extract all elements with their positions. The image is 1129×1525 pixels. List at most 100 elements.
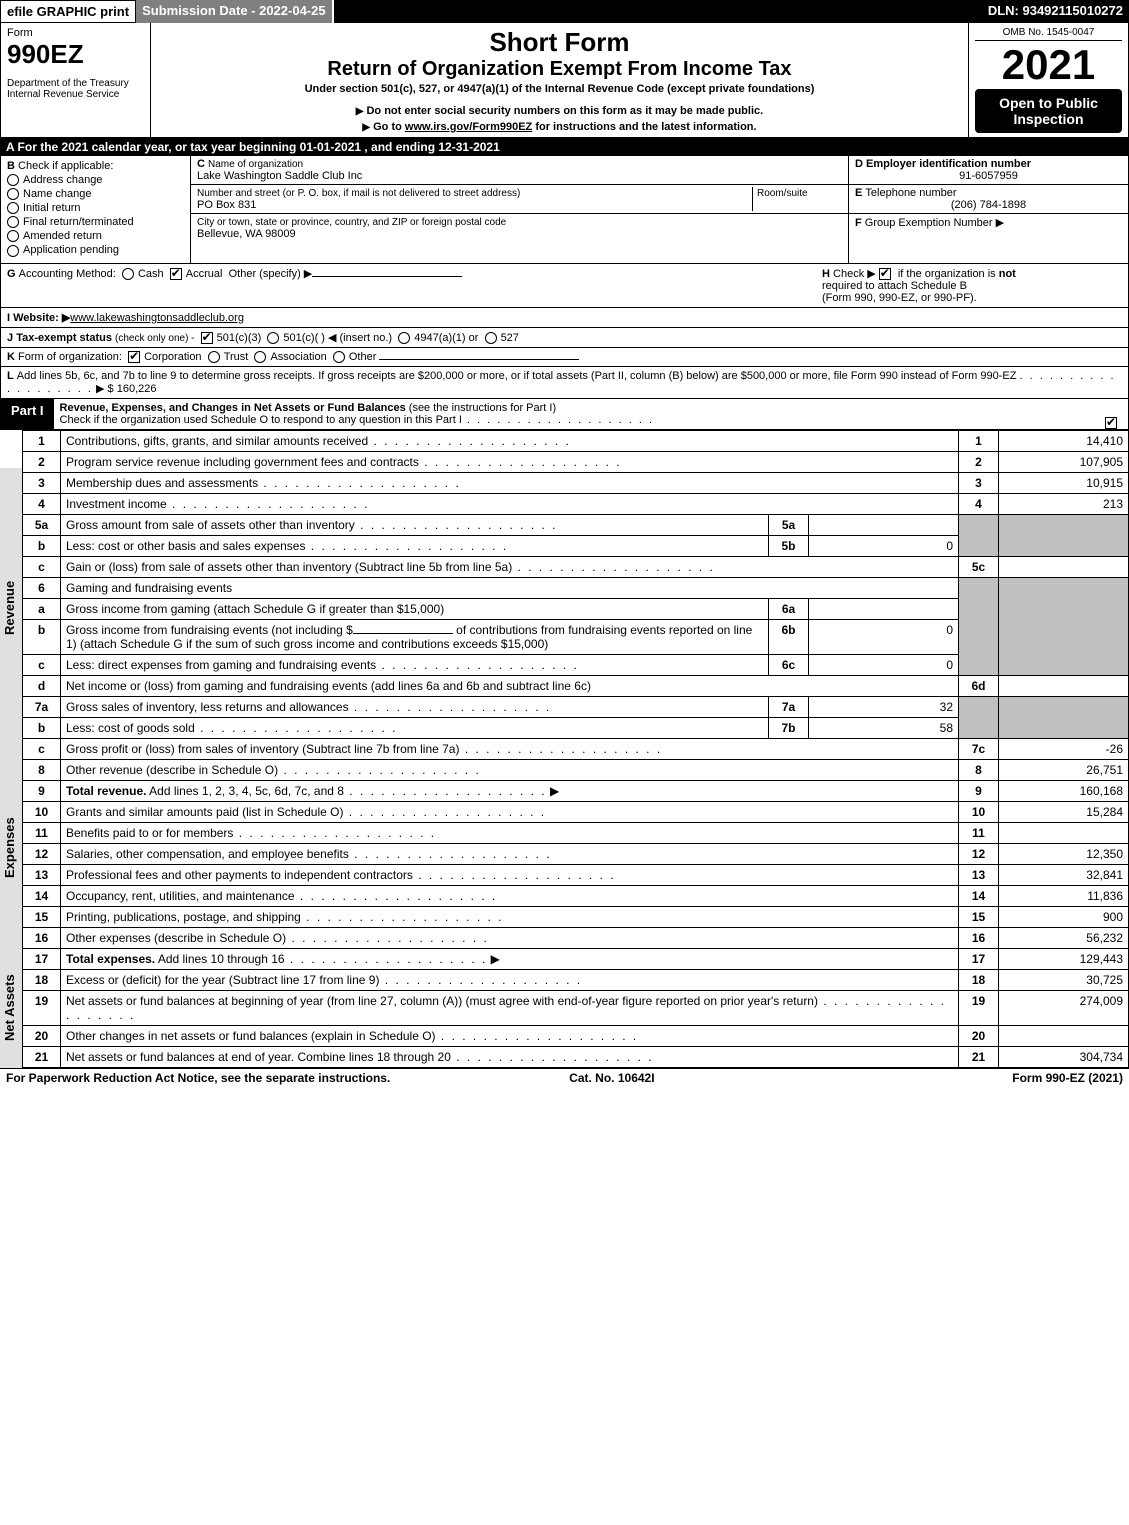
table-row: 14Occupancy, rent, utilities, and mainte…	[23, 885, 1129, 906]
table-row: 15Printing, publications, postage, and s…	[23, 906, 1129, 927]
opt-address-change: Address change	[23, 174, 103, 186]
opt-cash: Cash	[138, 268, 164, 280]
efile-print[interactable]: efile GRAPHIC print	[0, 0, 136, 23]
line-desc-bold: Total revenue.	[66, 784, 146, 798]
table-row: 10Grants and similar amounts paid (list …	[23, 801, 1129, 822]
checkbox-4947[interactable]	[398, 332, 410, 344]
checkbox-trust[interactable]	[208, 351, 220, 363]
line-ref: 20	[959, 1025, 999, 1046]
page-footer: For Paperwork Reduction Act Notice, see …	[0, 1068, 1129, 1087]
arrow-icon: ▶	[996, 217, 1004, 229]
checkbox-527[interactable]	[485, 332, 497, 344]
checkbox-501c3[interactable]	[201, 332, 213, 344]
ein-label: Employer identification number	[866, 158, 1031, 170]
table-row: 20Other changes in net assets or fund ba…	[23, 1025, 1129, 1046]
line-desc: Other expenses (describe in Schedule O)	[66, 931, 286, 945]
checkbox-corporation[interactable]	[128, 351, 140, 363]
line-desc: Gross profit or (loss) from sales of inv…	[66, 742, 459, 756]
line-num: 1	[23, 430, 61, 451]
checkbox-501c[interactable]	[267, 332, 279, 344]
checkbox-amended-return[interactable]	[7, 230, 19, 242]
table-row: cGain or (loss) from sale of assets othe…	[23, 556, 1129, 577]
checkbox-schedule-o[interactable]	[1105, 417, 1117, 429]
part-1-label: Part I	[1, 399, 54, 429]
h-text4: (Form 990, 990-EZ, or 990-PF).	[822, 292, 977, 304]
opt-accrual: Accrual	[186, 268, 223, 280]
group-exemption-label: Group Exemption Number	[865, 217, 993, 229]
table-row: dNet income or (loss) from gaming and fu…	[23, 675, 1129, 696]
line-num: c	[23, 654, 61, 675]
checkbox-association[interactable]	[254, 351, 266, 363]
line-desc: Net assets or fund balances at beginning…	[66, 994, 818, 1008]
c-label: C	[197, 158, 205, 170]
irs-link[interactable]: www.irs.gov/Form990EZ	[405, 121, 532, 133]
website-link[interactable]: www.lakewashingtonsaddleclub.org	[70, 312, 244, 324]
irs-label: Internal Revenue Service	[7, 89, 144, 100]
line-ref: 2	[959, 451, 999, 472]
tax-exempt-label: Tax-exempt status	[16, 332, 112, 344]
l-text: Add lines 5b, 6c, and 7b to line 9 to de…	[17, 370, 1017, 382]
mid-val	[809, 598, 959, 619]
table-row: 3Membership dues and assessments310,915	[23, 472, 1129, 493]
line-desc: Less: cost of goods sold	[66, 721, 195, 735]
line-desc: Gaming and fundraising events	[61, 577, 959, 598]
table-row: 6Gaming and fundraising events	[23, 577, 1129, 598]
check-if-applicable: Check if applicable:	[18, 160, 113, 172]
part-1-check-text: Check if the organization used Schedule …	[60, 414, 462, 426]
line-ref: 4	[959, 493, 999, 514]
line-num: 20	[23, 1025, 61, 1046]
part-1-body: Revenue Expenses Net Assets 1Contributio…	[0, 430, 1129, 1068]
checkbox-initial-return[interactable]	[7, 202, 19, 214]
goto-note-post: for instructions and the latest informat…	[532, 121, 756, 133]
line-a-tax-year: A For the 2021 calendar year, or tax yea…	[0, 138, 1129, 156]
table-row: cGross profit or (loss) from sales of in…	[23, 738, 1129, 759]
submission-date: Submission Date - 2022-04-25	[136, 0, 334, 23]
opt-trust: Trust	[224, 351, 249, 363]
checkbox-other[interactable]	[333, 351, 345, 363]
checkbox-application-pending[interactable]	[7, 245, 19, 257]
checkbox-name-change[interactable]	[7, 188, 19, 200]
return-title: Return of Organization Exempt From Incom…	[157, 58, 962, 81]
opt-initial-return: Initial return	[23, 202, 80, 214]
line-ref: 6d	[959, 675, 999, 696]
line-desc: Net assets or fund balances at end of ye…	[66, 1050, 451, 1064]
website-label: Website: ▶	[13, 312, 70, 324]
mid-ref: 5a	[769, 514, 809, 535]
checkbox-address-change[interactable]	[7, 174, 19, 186]
line-amount: 10,915	[999, 472, 1129, 493]
street-label: Number and street (or P. O. box, if mail…	[197, 188, 520, 199]
line-desc: Printing, publications, postage, and shi…	[66, 910, 301, 924]
i-label: I	[7, 312, 10, 324]
opt-corporation: Corporation	[144, 351, 201, 363]
line-desc: Gross sales of inventory, less returns a…	[66, 700, 349, 714]
side-expenses: Expenses	[0, 748, 22, 948]
checkbox-final-return[interactable]	[7, 216, 19, 228]
table-row: 17Total expenses. Add lines 10 through 1…	[23, 948, 1129, 969]
line-amount: 304,734	[999, 1046, 1129, 1067]
line-desc: Program service revenue including govern…	[66, 455, 419, 469]
line-ref: 11	[959, 822, 999, 843]
line-num: 5a	[23, 514, 61, 535]
part-1-sub: (see the instructions for Part I)	[409, 402, 556, 414]
line-num: 10	[23, 801, 61, 822]
line-num: 3	[23, 472, 61, 493]
opt-application-pending: Application pending	[23, 244, 119, 256]
checkbox-accrual[interactable]	[170, 268, 182, 280]
line-desc: Professional fees and other payments to …	[66, 868, 413, 882]
line-desc: Membership dues and assessments	[66, 476, 258, 490]
line-amount	[999, 556, 1129, 577]
room-suite-label: Room/suite	[757, 188, 808, 199]
line-amount: 274,009	[999, 990, 1129, 1025]
mid-val: 32	[809, 696, 959, 717]
accounting-method-label: Accounting Method:	[19, 268, 116, 280]
line-desc: Less: cost or other basis and sales expe…	[66, 539, 305, 553]
form-ref-post: (2021)	[1085, 1071, 1123, 1085]
line-amount: 160,168	[999, 780, 1129, 801]
line-l: L Add lines 5b, 6c, and 7b to line 9 to …	[0, 367, 1129, 399]
line-amount: 15,284	[999, 801, 1129, 822]
line-i: I Website: ▶www.lakewashingtonsaddleclub…	[0, 308, 1129, 328]
checkbox-schedule-b[interactable]	[879, 268, 891, 280]
line-num: 9	[23, 780, 61, 801]
checkbox-cash[interactable]	[122, 268, 134, 280]
line-ref: 19	[959, 990, 999, 1025]
